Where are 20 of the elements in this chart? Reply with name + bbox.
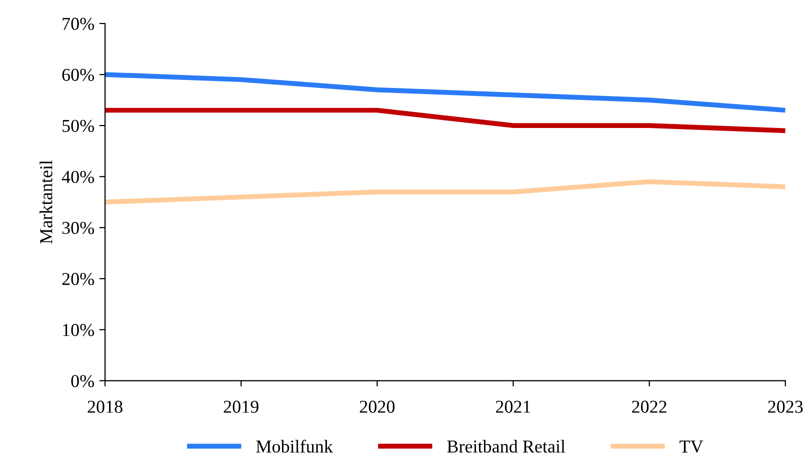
- line-series: [105, 72, 786, 113]
- y-tick-label: 0%: [71, 374, 94, 388]
- legend-label: Mobilfunk: [256, 440, 333, 453]
- y-tick-label: 30%: [62, 222, 94, 234]
- legend-label: TV: [680, 440, 704, 453]
- y-tick-label: 20%: [62, 272, 94, 286]
- y-tick-label: 50%: [62, 120, 94, 132]
- y-tick-label: 40%: [62, 170, 94, 184]
- x-tick-label: 2022: [632, 400, 666, 413]
- legend-label: Breitband Retail: [447, 440, 566, 453]
- y-tick-label: 60%: [62, 68, 94, 82]
- x-tick-label: 2020: [360, 400, 395, 413]
- x-tick-label: 2018: [88, 400, 122, 413]
- y-tick-label: 10%: [63, 324, 94, 336]
- y-tick-label: 70%: [62, 18, 94, 30]
- x-tick-label: 2019: [224, 400, 258, 413]
- x-tick-label: 2023: [768, 400, 803, 413]
- y-axis-title: Marktanteil: [40, 160, 52, 244]
- line-series: [105, 179, 786, 205]
- x-tick-label: 2021: [496, 400, 530, 413]
